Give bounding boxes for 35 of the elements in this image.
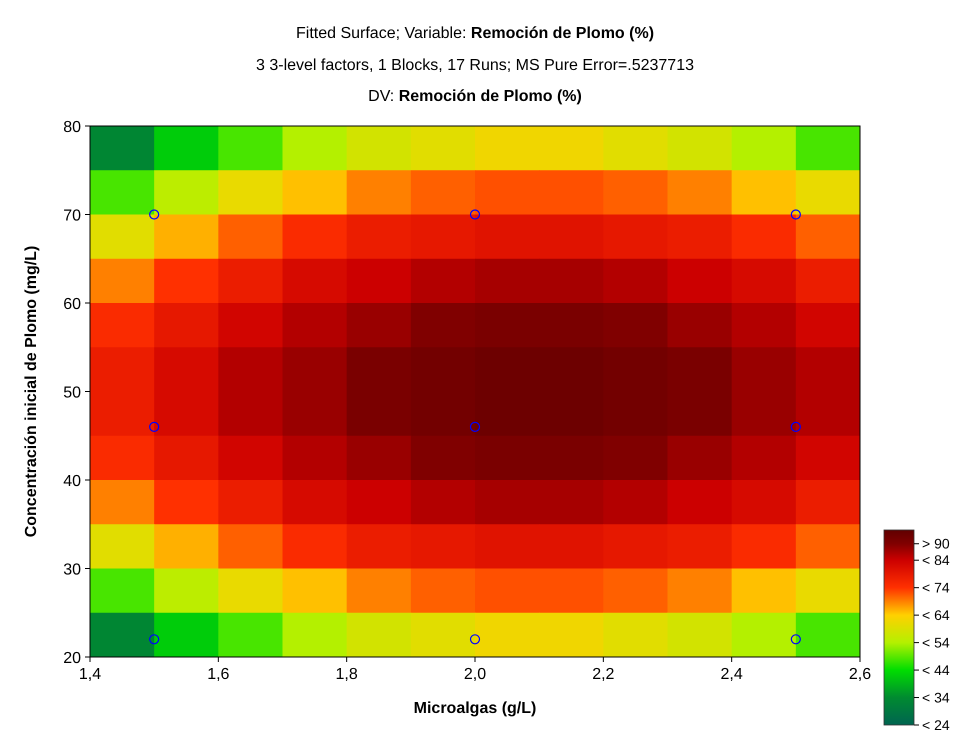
y-tick-label: 50: [63, 384, 82, 402]
x-tick-label: 1,8: [336, 666, 358, 683]
x-tick-label: 1,4: [78, 666, 102, 683]
point: [790, 634, 801, 644]
x-tick-label: 1,6: [207, 666, 230, 683]
point: [149, 422, 160, 432]
y-tick-label: 20: [63, 650, 82, 667]
x-tick-label: 2,0: [464, 666, 486, 683]
x-tick-label: 2,4: [720, 666, 743, 683]
x-axis-title: Microalgas (g/L): [414, 700, 536, 717]
x-tick-label: 2,6: [848, 666, 872, 683]
y-tick-label: 40: [63, 473, 82, 490]
color-bar-label: < 64: [922, 607, 950, 624]
color-bar-label: < 44: [922, 662, 950, 678]
y-tick-label: 80: [63, 119, 82, 136]
point: [149, 209, 160, 220]
point: [790, 209, 801, 220]
y-axis-title: Concentración inicial de Plomo (mg/L): [23, 246, 40, 538]
point: [470, 634, 480, 644]
chart-subtitle: 3 3-level factors, 1 Blocks, 17 Runs; MS Pure Error=.5237713 DV: Remoción de Plomo (%): [256, 57, 694, 105]
x-tick-label: 2,2: [592, 666, 615, 683]
point: [470, 209, 480, 220]
color-bar-label: < 74: [922, 580, 950, 596]
color-bar-label: < 54: [922, 634, 950, 651]
color-bar-label: > 90: [922, 536, 950, 552]
point: [790, 422, 801, 432]
color-bar-label: < 84: [922, 552, 950, 568]
point: [470, 422, 480, 432]
y-tick-label: 70: [63, 208, 82, 224]
y-tick-label: 30: [63, 562, 82, 578]
chart-title: Fitted Surface; Variable: Remoción de Plomo (%): [296, 25, 654, 42]
point: [149, 634, 160, 644]
color-bar-label: < 34: [922, 690, 950, 706]
y-tick-label: 60: [63, 296, 82, 313]
color-bar-label: < 24: [922, 717, 950, 732]
